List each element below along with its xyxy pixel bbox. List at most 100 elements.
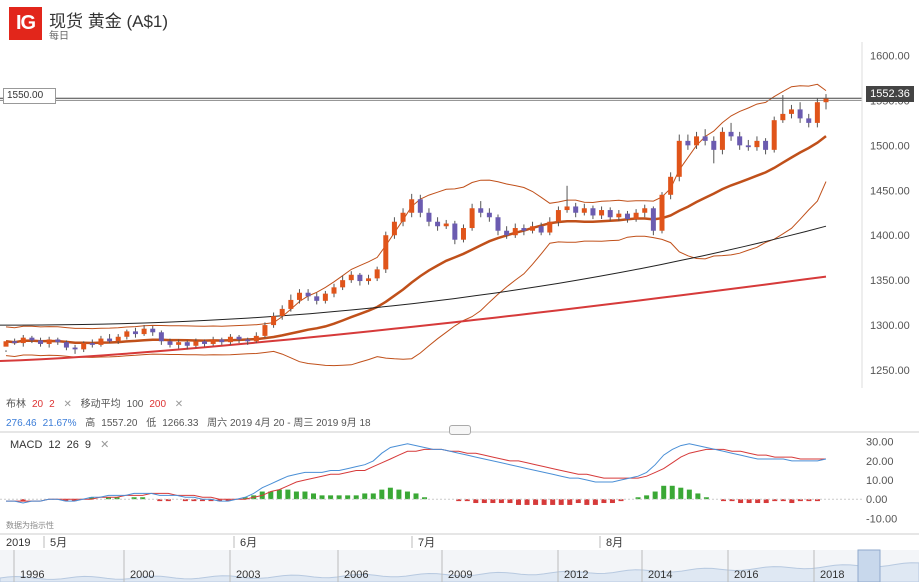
candle-body[interactable] [262, 325, 268, 336]
candle-body[interactable] [728, 131, 734, 137]
candle-body[interactable] [607, 210, 613, 218]
candle-body[interactable] [115, 336, 121, 342]
candle-body[interactable] [55, 339, 61, 343]
pane-splitter-handle[interactable] [449, 425, 471, 435]
bollinger-label[interactable]: 布林 [6, 399, 26, 410]
candle-body[interactable] [452, 223, 458, 240]
candle-body[interactable] [227, 336, 233, 343]
interval-label[interactable]: 每日 [49, 31, 69, 42]
candle-body[interactable] [512, 228, 518, 236]
bollinger-close-icon[interactable]: ✕ [63, 399, 72, 410]
candle-body[interactable] [340, 280, 346, 288]
candle-body[interactable] [814, 102, 820, 123]
candle-body[interactable] [538, 226, 544, 233]
ma-slow-period[interactable]: 200 [149, 399, 167, 410]
candle-body[interactable] [150, 328, 156, 333]
candle-body[interactable] [460, 228, 466, 240]
candle-body[interactable] [167, 341, 173, 345]
candle-body[interactable] [521, 228, 527, 231]
candle-body[interactable] [210, 339, 216, 344]
price-marker-box[interactable]: 1550.00 [3, 88, 56, 104]
candle-body[interactable] [650, 208, 656, 231]
candle-body[interactable] [624, 213, 630, 220]
candle-body[interactable] [98, 338, 104, 345]
macd-close-icon[interactable]: ✕ [100, 439, 110, 451]
candle-body[interactable] [400, 212, 406, 222]
candle-body[interactable] [469, 208, 475, 229]
candle-body[interactable] [694, 136, 700, 146]
macd-fast[interactable]: 12 [48, 439, 61, 451]
candle-body[interactable] [391, 221, 397, 236]
candle-body[interactable] [288, 299, 294, 309]
candle-body[interactable] [823, 98, 829, 103]
candle-body[interactable] [633, 212, 639, 220]
candle-body[interactable] [81, 343, 87, 350]
candle-body[interactable] [357, 274, 363, 282]
candle-body[interactable] [348, 274, 354, 281]
candle-body[interactable] [176, 342, 182, 345]
candle-body[interactable] [305, 292, 311, 297]
candle-body[interactable] [124, 331, 130, 337]
candle-body[interactable] [20, 337, 26, 344]
candle-body[interactable] [219, 339, 225, 343]
candle-body[interactable] [271, 316, 277, 326]
candle-body[interactable] [132, 331, 138, 335]
macd-title[interactable]: MACD [10, 439, 43, 451]
candle-body[interactable] [29, 337, 35, 341]
candle-body[interactable] [788, 109, 794, 114]
candle-body[interactable] [780, 113, 786, 121]
candle-body[interactable] [564, 206, 570, 211]
ma-close-icon[interactable]: ✕ [174, 399, 184, 410]
ma-fast-period[interactable]: 100 [126, 399, 144, 410]
candle-body[interactable] [366, 278, 372, 282]
navigator-range-handle[interactable] [857, 549, 881, 582]
candle-body[interactable] [63, 342, 69, 348]
macd-slow[interactable]: 26 [66, 439, 79, 451]
candle-body[interactable] [374, 269, 380, 279]
candle-body[interactable] [3, 341, 9, 347]
candle-body[interactable] [599, 210, 605, 216]
candle-body[interactable] [443, 223, 449, 227]
candle-body[interactable] [383, 235, 389, 270]
candle-body[interactable] [38, 340, 44, 344]
candle-body[interactable] [478, 208, 484, 213]
candle-body[interactable] [711, 140, 717, 150]
candle-body[interactable] [616, 213, 622, 218]
candle-body[interactable] [236, 336, 242, 340]
candle-body[interactable] [659, 194, 665, 231]
candle-body[interactable] [771, 120, 777, 150]
candle-body[interactable] [676, 140, 682, 177]
candle-body[interactable] [426, 212, 432, 222]
candle-body[interactable] [89, 343, 95, 345]
candle-body[interactable] [202, 341, 208, 344]
candle-body[interactable] [409, 199, 415, 213]
candle-body[interactable] [417, 199, 423, 213]
candle-body[interactable] [719, 131, 725, 150]
candle-body[interactable] [581, 208, 587, 213]
candle-body[interactable] [46, 339, 52, 344]
candle-body[interactable] [331, 287, 337, 294]
candle-body[interactable] [668, 176, 674, 195]
candle-body[interactable] [12, 341, 18, 344]
candle-body[interactable] [806, 118, 812, 123]
bollinger-deviation[interactable]: 2 [49, 399, 55, 410]
ma-label[interactable]: 移动平均 [80, 399, 121, 410]
candle-body[interactable] [322, 293, 328, 301]
candle-body[interactable] [495, 217, 501, 231]
candle-body[interactable] [504, 230, 510, 236]
candle-body[interactable] [685, 140, 691, 146]
macd-signal[interactable]: 9 [84, 439, 92, 451]
candle-body[interactable] [158, 332, 164, 342]
candle-body[interactable] [763, 140, 769, 150]
candle-body[interactable] [797, 109, 803, 119]
candle-body[interactable] [296, 292, 302, 300]
candle-body[interactable] [737, 136, 743, 146]
candle-body[interactable] [245, 339, 251, 342]
candle-body[interactable] [486, 212, 492, 218]
candle-body[interactable] [642, 208, 648, 213]
candle-body[interactable] [547, 221, 553, 233]
candle-body[interactable] [590, 208, 596, 216]
candle-body[interactable] [314, 296, 320, 301]
candle-body[interactable] [754, 140, 760, 148]
